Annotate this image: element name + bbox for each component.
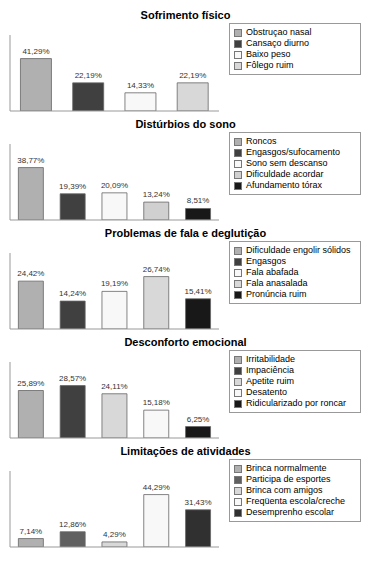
svg-text:13,24%: 13,24%	[143, 190, 170, 199]
svg-text:44,29%: 44,29%	[143, 483, 170, 492]
svg-text:22,19%: 22,19%	[75, 71, 102, 80]
html-text:Apetite ruim: Apetite ruim	[246, 376, 294, 386]
html-text:Brinca com amigos: Brinca com amigos	[246, 485, 323, 495]
html-text:Brinca normalmente: Brinca normalmente	[246, 463, 327, 473]
html-text:Participa de esportes: Participa de esportes	[246, 474, 331, 484]
svg-text:26,74%: 26,74%	[143, 265, 170, 274]
svg-text:24,11%: 24,11%	[101, 382, 128, 391]
html-text:Dificuldade engolir sólidos: Dificuldade engolir sólidos	[246, 245, 351, 255]
html-text:Ridicularizado por roncar: Ridicularizado por roncar	[246, 398, 346, 408]
svg-text:41,29%: 41,29%	[22, 47, 49, 56]
svg-text:4,29%: 4,29%	[103, 530, 126, 539]
svg-text:7,14%: 7,14%	[20, 527, 43, 536]
html-text:Engasgos/sufocamento: Engasgos/sufocamento	[246, 147, 341, 157]
html-text:Sono sem descanso: Sono sem descanso	[246, 158, 328, 168]
svg-text:14,24%: 14,24%	[59, 289, 86, 298]
html-text:Engasgos: Engasgos	[246, 256, 286, 266]
svg-text:6,25%: 6,25%	[187, 415, 210, 424]
html-text:Fôlego ruim: Fôlego ruim	[246, 60, 294, 70]
svg-text:28,57%: 28,57%	[59, 374, 86, 383]
html-text:Dificuldade acordar: Dificuldade acordar	[246, 169, 324, 179]
html-text:Cansaço diurno: Cansaço diurno	[246, 38, 309, 48]
svg-text:14,33%: 14,33%	[127, 81, 154, 90]
svg-text:31,43%: 31,43%	[184, 498, 211, 507]
svg-text:25,89%: 25,89%	[17, 379, 44, 388]
html-text:Fala anasalada: Fala anasalada	[246, 278, 308, 288]
svg-text:24,42%: 24,42%	[17, 269, 44, 278]
html-text:Distúrbios do sono: Distúrbios do sono	[135, 118, 236, 130]
html-text:Irritabilidade: Irritabilidade	[246, 354, 295, 364]
svg-text:22,19%: 22,19%	[179, 71, 206, 80]
html-text:Roncos: Roncos	[246, 136, 277, 146]
html-text:Desemprenho escolar: Desemprenho escolar	[246, 507, 334, 517]
svg-text:38,77%: 38,77%	[17, 156, 44, 165]
svg-text:19,39%: 19,39%	[59, 182, 86, 191]
html-text:Pronúncia ruim: Pronúncia ruim	[246, 289, 307, 299]
html-text:Problemas de fala e deglutição: Problemas de fala e deglutição	[104, 227, 267, 239]
html-text:Limitações de atividades: Limitações de atividades	[120, 445, 251, 457]
svg-text:8,51%: 8,51%	[187, 196, 210, 205]
html-text:Afundamento tórax: Afundamento tórax	[246, 180, 323, 190]
html-text:Baixo peso: Baixo peso	[246, 49, 291, 59]
svg-text:20,09%: 20,09%	[101, 181, 128, 190]
html-text:Sofrimento físico: Sofrimento físico	[140, 9, 231, 21]
svg-text:15,18%: 15,18%	[143, 398, 170, 407]
svg-text:19,19%: 19,19%	[101, 279, 128, 288]
svg-text:15,41%: 15,41%	[184, 287, 211, 296]
html-text:Desatento: Desatento	[246, 387, 287, 397]
html-text:Obstruçao nasal: Obstruçao nasal	[246, 27, 312, 37]
html-text:Desconforto emocional: Desconforto emocional	[124, 336, 247, 348]
html-text:Impaciência: Impaciência	[246, 365, 294, 375]
html-text:Freqüenta escola/creche: Freqüenta escola/creche	[246, 496, 346, 506]
html-text:Fala abafada: Fala abafada	[246, 267, 299, 277]
svg-text:12,86%: 12,86%	[59, 520, 86, 529]
